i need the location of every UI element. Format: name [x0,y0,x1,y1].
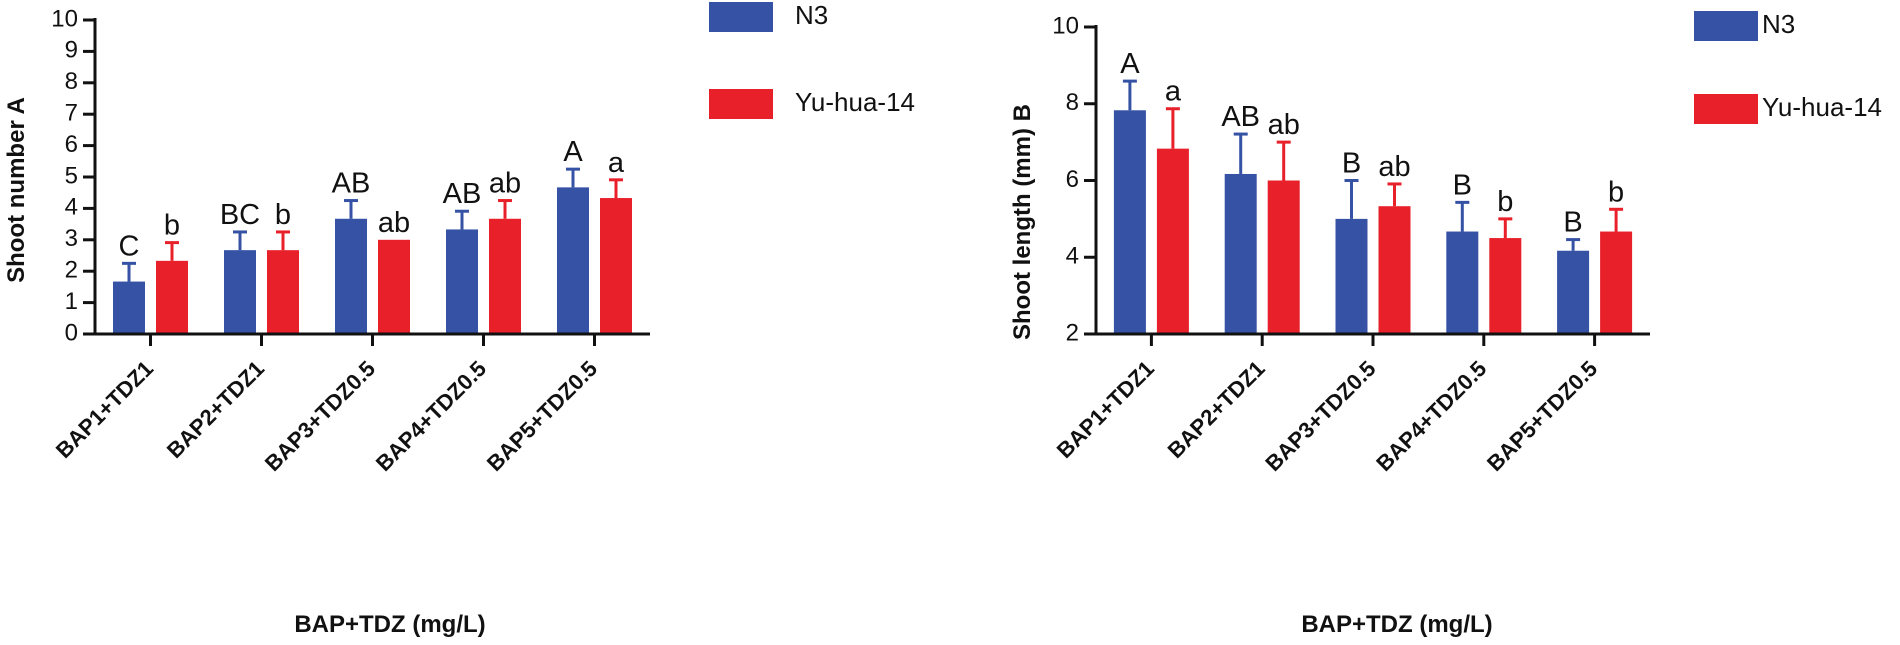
x-tick-label: BAP4+TDZ0.5 [371,356,491,476]
x-tick-label: BAP2+TDZ1 [162,356,269,463]
significance-letter: ab [1268,109,1300,141]
legend-swatch-yu-hua-14 [709,89,773,119]
significance-letter: b [164,210,180,242]
legend: N3 Yu-hua-14 [709,0,915,119]
y-tick-label: 6 [1066,166,1079,193]
significance-letter: b [275,199,291,231]
legend-swatch-n3 [709,2,773,32]
significance-letter: a [1165,76,1182,108]
chart-panel-a: Shoot number A BAP+TDZ (mg/L) N3 Yu-hua-… [3,0,915,638]
y-tick-label: 6 [65,131,78,158]
x-tick-label: BAP3+TDZ0.5 [1260,356,1380,476]
bar [1446,231,1479,334]
significance-letter: B [1342,148,1361,180]
bar [224,250,256,334]
significance-letter: C [119,230,140,262]
y-tick-label: 9 [65,37,78,64]
x-axis-title: BAP+TDZ (mg/L) [1301,611,1492,638]
bar [156,260,188,334]
bar [1224,173,1257,334]
y-tick-label: 10 [1052,12,1079,39]
legend-swatch-n3 [1694,11,1758,41]
bar [1557,250,1590,334]
bar [557,187,589,334]
y-tick-label: 8 [1066,89,1079,116]
bar [1113,110,1146,335]
bar [1378,206,1411,334]
bar [1335,218,1368,334]
chart-panel-b: Shoot length (mm) B BAP+TDZ (mg/L) N3 Yu… [1009,9,1882,638]
significance-letter: ab [489,168,521,200]
significance-letter: BC [220,199,260,231]
bar [1600,231,1633,334]
y-tick-label: 8 [65,68,78,95]
bar [1156,148,1189,334]
y-axis-title: Shoot length (mm) B [1009,104,1036,340]
y-tick-label: 4 [1066,243,1079,270]
legend-label-n3: N3 [1762,9,1795,39]
x-tick-label: BAP1+TDZ1 [51,356,158,463]
significance-letter: A [1120,48,1140,80]
significance-letter: AB [332,168,371,200]
y-tick-label: 0 [65,319,78,346]
y-tick-label: 5 [65,162,78,189]
significance-letter: A [563,136,583,168]
x-tick-label: BAP5+TDZ0.5 [1482,356,1602,476]
legend-label-yu-hua-14: Yu-hua-14 [795,87,915,117]
bar [378,239,410,334]
x-tick-label: BAP5+TDZ0.5 [482,356,602,476]
significance-letter: ab [378,207,410,239]
x-tick-label: BAP4+TDZ0.5 [1371,356,1491,476]
x-tick-label: BAP3+TDZ0.5 [260,356,380,476]
y-axis-title: Shoot number A [3,97,30,283]
legend-swatch-yu-hua-14 [1694,94,1758,124]
legend: N3 Yu-hua-14 [1694,9,1882,124]
bar [335,218,367,334]
bar [489,218,521,334]
significance-letter: b [1608,176,1624,208]
legend-label-yu-hua-14: Yu-hua-14 [1762,92,1882,122]
significance-letter: AB [443,178,482,210]
y-tick-label: 1 [65,288,78,315]
bar [600,198,632,334]
x-axis-title: BAP+TDZ (mg/L) [294,611,485,638]
legend-label-n3: N3 [795,0,828,30]
y-tick-label: 10 [51,5,78,32]
bar [113,281,145,334]
y-tick-label: 4 [65,194,78,221]
x-tick-label: BAP2+TDZ1 [1163,356,1270,463]
significance-letter: ab [1378,151,1410,183]
y-tick-label: 3 [65,225,78,252]
significance-letter: b [1497,186,1513,218]
y-tick-label: 2 [65,257,78,284]
y-tick-label: 2 [1066,319,1079,346]
bar [267,250,299,334]
significance-letter: B [1453,169,1472,201]
significance-letter: a [608,147,625,179]
bar [1267,180,1300,334]
significance-letter: AB [1221,101,1260,133]
bar [446,229,478,334]
x-tick-label: BAP1+TDZ1 [1052,356,1159,463]
significance-letter: B [1563,207,1582,239]
y-tick-label: 7 [65,100,78,127]
bar [1489,238,1522,334]
